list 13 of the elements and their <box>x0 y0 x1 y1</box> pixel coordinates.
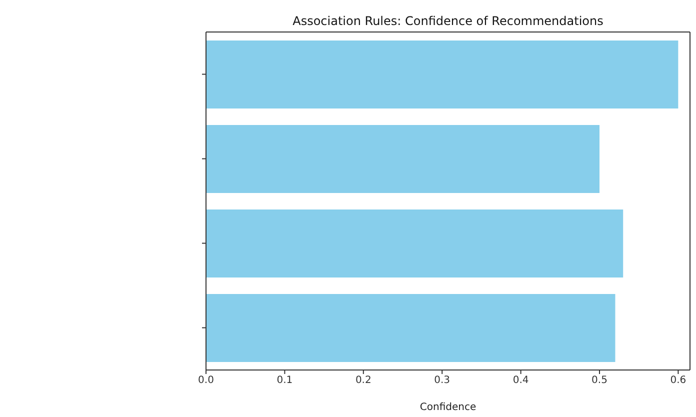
chart-title: Association Rules: Confidence of Recommendations <box>292 14 604 28</box>
x-tick-label: 0.3 <box>434 375 450 386</box>
bar <box>206 209 624 278</box>
x-tick-label: 0.1 <box>276 375 293 386</box>
bar <box>206 40 678 108</box>
x-axis-title: Confidence <box>420 402 476 413</box>
x-tick-label: 0.5 <box>592 375 608 386</box>
bar <box>206 124 600 193</box>
x-tick-label: 0.0 <box>198 375 214 386</box>
x-tick-label: 0.4 <box>512 375 529 386</box>
bar <box>206 294 616 362</box>
x-tick-label: 0.6 <box>670 375 686 386</box>
x-tick-label: 0.2 <box>355 375 372 386</box>
